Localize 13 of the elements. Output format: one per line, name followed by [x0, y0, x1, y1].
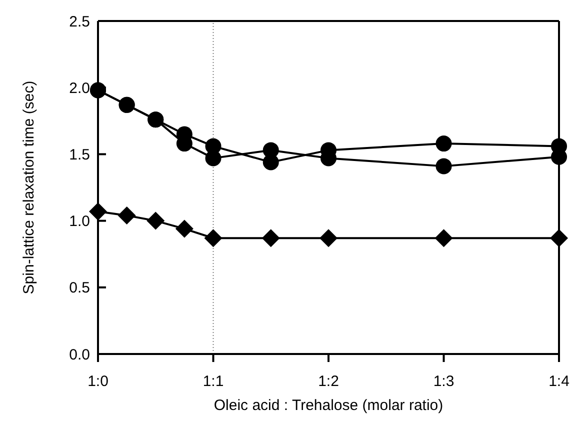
x-tick-label: 1:3 [433, 373, 454, 390]
y-tick-label: 0.5 [69, 280, 90, 297]
y-axis-title: Spin-lattice relaxation time (sec) [20, 80, 38, 294]
x-tick-label: 1:4 [548, 373, 570, 390]
y-tick-label: 2.5 [69, 13, 90, 30]
y-tick-label: 1.5 [69, 146, 90, 164]
x-axis-title: Oleic acid : Trehalose (molar ratio) [214, 397, 444, 414]
x-tick-label: 1:0 [88, 373, 108, 390]
x-tick-label: 1:2 [318, 373, 339, 390]
x-tick-label: 1:1 [202, 373, 224, 390]
y-tick-label: 2.0 [69, 80, 90, 97]
y-tick-label: 0.0 [69, 346, 90, 364]
y-tick-label: 1.0 [69, 213, 90, 230]
